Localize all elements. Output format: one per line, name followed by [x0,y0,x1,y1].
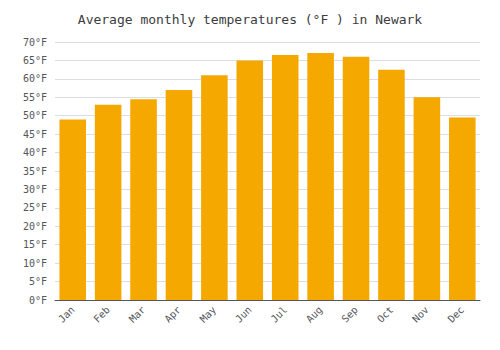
svg-text:Mar: Mar [127,304,148,325]
svg-text:70°F: 70°F [23,37,47,48]
svg-text:0°F: 0°F [29,295,47,306]
svg-text:30°F: 30°F [23,184,47,195]
svg-text:Nov: Nov [410,304,431,325]
svg-text:25°F: 25°F [23,202,47,213]
svg-text:May: May [198,304,219,325]
svg-text:Jan: Jan [56,304,77,325]
svg-text:35°F: 35°F [23,166,47,177]
svg-text:5°F: 5°F [29,276,47,287]
svg-text:20°F: 20°F [23,221,47,232]
svg-text:Sep: Sep [339,304,360,325]
svg-text:10°F: 10°F [23,258,47,269]
svg-text:Oct: Oct [375,304,396,325]
svg-text:Apr: Apr [162,304,183,325]
svg-text:Average monthly temperatures (: Average monthly temperatures (°F ) in Ne… [78,12,423,27]
svg-text:60°F: 60°F [23,73,47,84]
svg-text:55°F: 55°F [23,92,47,103]
svg-text:65°F: 65°F [23,55,47,66]
svg-text:Jun: Jun [233,304,254,325]
svg-text:50°F: 50°F [23,110,47,121]
svg-text:Dec: Dec [446,304,467,325]
svg-text:15°F: 15°F [23,239,47,250]
svg-text:45°F: 45°F [23,129,47,140]
svg-text:Feb: Feb [91,304,112,325]
svg-text:40°F: 40°F [23,147,47,158]
svg-text:Jul: Jul [269,304,290,325]
svg-text:Aug: Aug [304,304,325,325]
